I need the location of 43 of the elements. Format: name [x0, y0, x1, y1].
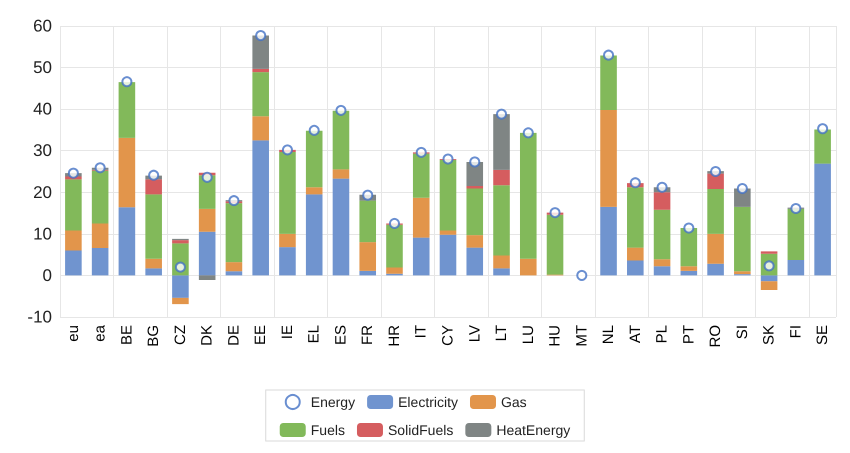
legend-label: SolidFuels [388, 422, 454, 438]
y-tick-label: 50 [33, 58, 52, 78]
x-tick-label: eu [64, 325, 82, 342]
y-tick-label: 20 [33, 182, 52, 202]
x-tick-label: ea [92, 324, 109, 342]
legend-label: HeatEnergy [496, 422, 570, 438]
x-tick-label: DK [198, 325, 216, 346]
x-tick-label: LV [466, 325, 484, 342]
x-tick-label: CZ [172, 325, 189, 345]
x-tick-label: FI [787, 325, 804, 338]
x-tick-label: IE [278, 325, 296, 340]
x-tick-label: NL [600, 325, 618, 344]
x-tick-label: ES [332, 325, 350, 346]
y-tick-label: -10 [27, 308, 52, 326]
y-tick-label: 60 [33, 16, 52, 36]
x-tick-label: LU [520, 325, 537, 344]
x-tick-label: AT [626, 325, 644, 344]
y-tick-label: 40 [33, 100, 52, 119]
x-tick-label: DE [225, 325, 242, 346]
x-tick-label: BG [145, 325, 162, 347]
x-tick-label: PL [654, 325, 671, 344]
x-tick-label: RO [707, 325, 724, 348]
y-tick-label: 10 [33, 224, 52, 244]
x-tick-label: MT [573, 325, 590, 347]
x-tick-label: FR [359, 324, 376, 345]
legend-label: Fuels [310, 422, 345, 438]
legend-label: Electricity [398, 394, 458, 410]
x-tick-label: HR [386, 324, 403, 347]
x-tick-label: PT [680, 325, 698, 344]
x-tick-label: SK [760, 325, 778, 346]
x-tick-label: BE [118, 325, 136, 346]
x-tick-label: EL [306, 325, 323, 344]
x-tick-label: HU [546, 325, 564, 347]
x-tick-label: EE [252, 325, 270, 346]
legend-label: Gas [500, 394, 527, 410]
x-tick-label: SE [814, 325, 832, 346]
y-tick-label: 30 [33, 141, 52, 160]
x-tick-label: SI [734, 325, 751, 340]
y-tick-label: 0 [42, 266, 52, 285]
x-tick-label: IT [412, 325, 430, 338]
x-tick-label: CY [440, 325, 456, 346]
x-tick-label: LT [493, 325, 510, 342]
legend-label: Energy [310, 394, 356, 410]
